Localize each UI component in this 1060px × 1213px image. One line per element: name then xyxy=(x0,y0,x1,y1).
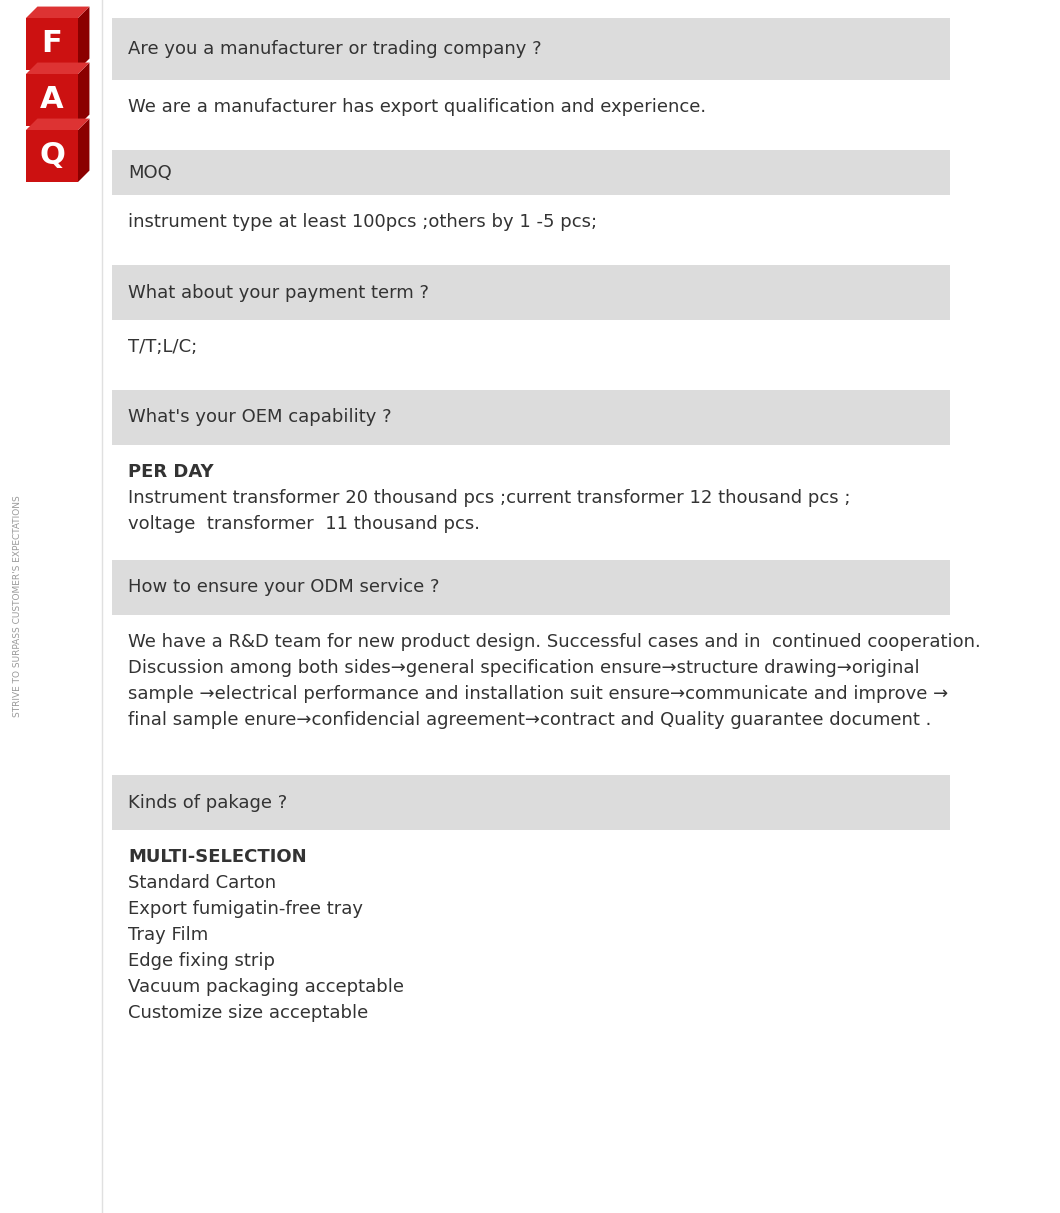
Text: What's your OEM capability ?: What's your OEM capability ? xyxy=(128,409,391,427)
Text: final sample enure→confidencial agreement→contract and Quality guarantee documen: final sample enure→confidencial agreemen… xyxy=(128,711,932,729)
Bar xyxy=(112,264,950,320)
Text: Instrument transformer 20 thousand pcs ;current transformer 12 thousand pcs ;: Instrument transformer 20 thousand pcs ;… xyxy=(128,489,850,507)
Bar xyxy=(112,830,950,1052)
Text: Vacuum packaging acceptable: Vacuum packaging acceptable xyxy=(128,978,404,996)
Text: MOQ: MOQ xyxy=(128,164,172,182)
Bar xyxy=(112,391,950,445)
Bar xyxy=(112,560,950,615)
Text: Discussion among both sides→general specification ensure→structure drawing→origi: Discussion among both sides→general spec… xyxy=(128,659,920,677)
Polygon shape xyxy=(78,6,89,70)
Polygon shape xyxy=(26,6,89,18)
Bar xyxy=(0,0,100,1213)
Bar xyxy=(112,320,950,391)
Polygon shape xyxy=(26,63,89,74)
Text: Kinds of pakage ?: Kinds of pakage ? xyxy=(128,793,287,811)
Bar xyxy=(26,18,78,70)
Text: PER DAY: PER DAY xyxy=(128,463,214,482)
Text: sample →electrical performance and installation suit ensure→communicate and impr: sample →electrical performance and insta… xyxy=(128,685,949,704)
Text: Are you a manufacturer or trading company ?: Are you a manufacturer or trading compan… xyxy=(128,40,542,58)
Text: A: A xyxy=(40,85,64,114)
Text: How to ensure your ODM service ?: How to ensure your ODM service ? xyxy=(128,579,440,597)
Bar xyxy=(112,775,950,830)
Bar xyxy=(112,18,950,80)
Polygon shape xyxy=(78,63,89,126)
Bar xyxy=(112,150,950,195)
Bar xyxy=(112,80,950,150)
Polygon shape xyxy=(26,119,89,130)
Text: STRIVE TO SURPASS CUSTOMER'S EXPECTATIONS: STRIVE TO SURPASS CUSTOMER'S EXPECTATION… xyxy=(14,496,22,717)
Text: What about your payment term ?: What about your payment term ? xyxy=(128,284,429,302)
Text: T/T;L/C;: T/T;L/C; xyxy=(128,338,197,355)
Text: Standard Carton: Standard Carton xyxy=(128,875,276,892)
Bar xyxy=(112,195,950,264)
Polygon shape xyxy=(78,119,89,182)
Bar xyxy=(26,74,78,126)
Text: voltage  transformer  11 thousand pcs.: voltage transformer 11 thousand pcs. xyxy=(128,516,480,533)
Text: Q: Q xyxy=(39,142,65,171)
Text: MULTI-SELECTION: MULTI-SELECTION xyxy=(128,848,306,866)
Text: We have a R&D team for new product design. Successful cases and in  continued co: We have a R&D team for new product desig… xyxy=(128,633,980,651)
Text: Export fumigatin-free tray: Export fumigatin-free tray xyxy=(128,900,363,918)
Text: instrument type at least 100pcs ;others by 1 -5 pcs;: instrument type at least 100pcs ;others … xyxy=(128,213,597,230)
Bar xyxy=(112,445,950,560)
Text: We are a manufacturer has export qualification and experience.: We are a manufacturer has export qualifi… xyxy=(128,98,706,116)
Text: F: F xyxy=(41,29,63,58)
Text: Edge fixing strip: Edge fixing strip xyxy=(128,952,275,970)
Text: Tray Film: Tray Film xyxy=(128,926,208,944)
Bar xyxy=(26,130,78,182)
Text: Customize size acceptable: Customize size acceptable xyxy=(128,1004,368,1023)
Bar xyxy=(112,615,950,775)
